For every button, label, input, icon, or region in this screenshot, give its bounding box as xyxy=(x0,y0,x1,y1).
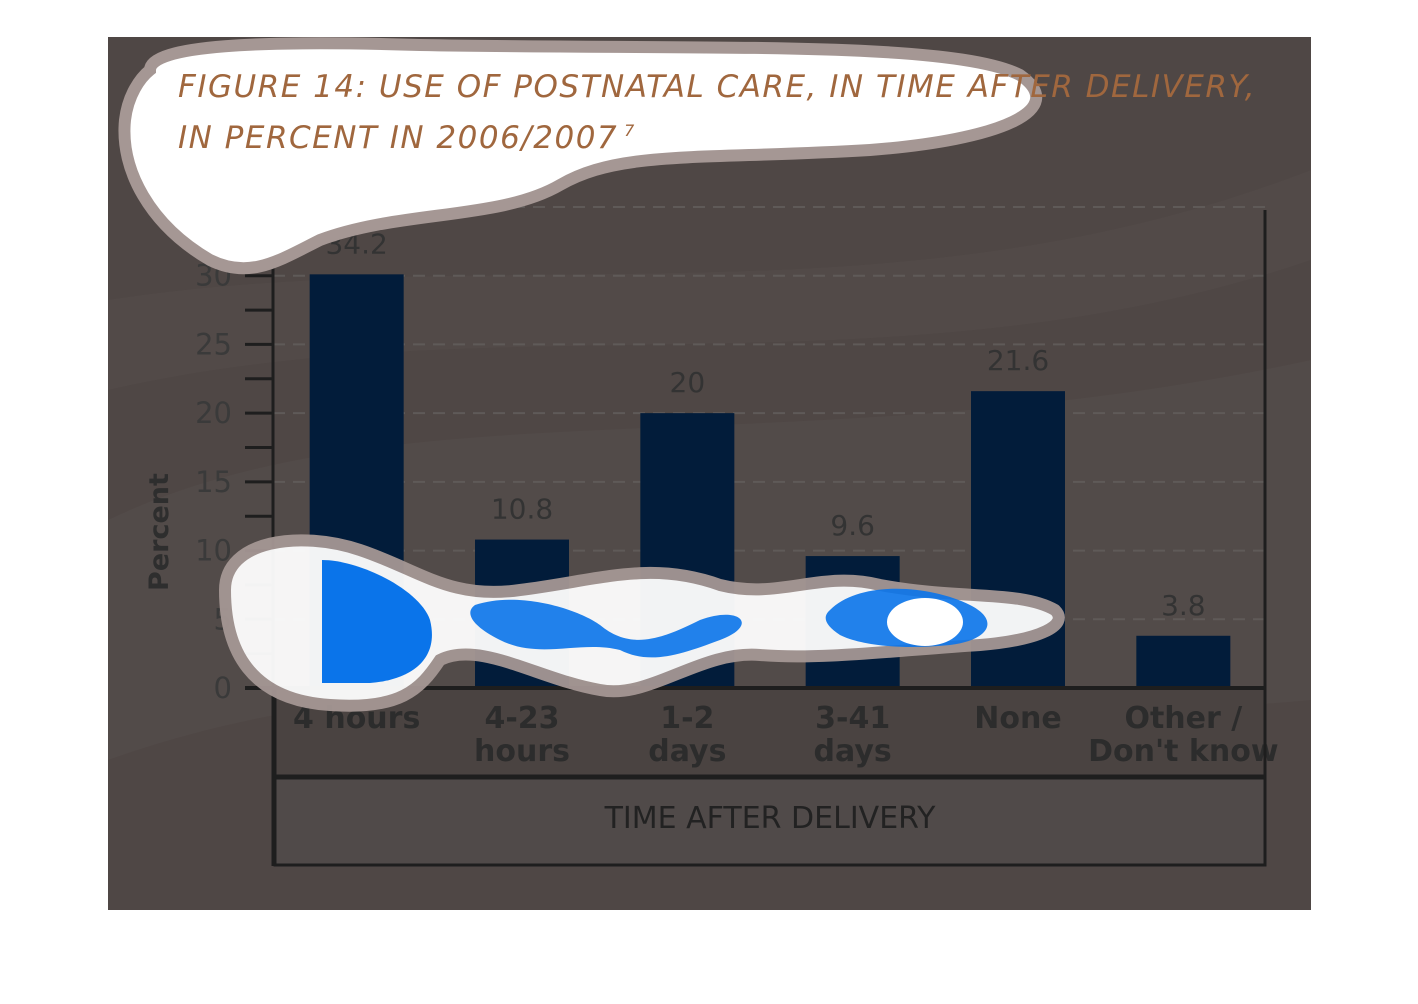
bars xyxy=(309,274,1231,688)
y-tick-label: 15 xyxy=(195,465,232,499)
x-category-label: 1-2 xyxy=(660,701,714,736)
x-axis-title: TIME AFTER DELIVERY xyxy=(604,801,936,836)
y-axis-title: Percent xyxy=(144,473,175,591)
bar-value-label: 10.8 xyxy=(491,493,553,526)
highlight-blob xyxy=(887,598,963,646)
y-tick-label: 0 xyxy=(214,671,232,705)
y-tick-label: 20 xyxy=(195,396,232,430)
x-category-label: Don't know xyxy=(1088,734,1278,769)
background-band xyxy=(108,170,1311,390)
chart-subtitle-text: IN PERCENT IN 2006/2007 xyxy=(178,120,618,156)
footnote-marker: 7 xyxy=(624,121,636,140)
x-category-label: Other / xyxy=(1124,701,1242,736)
chart-title: FIGURE 14: USE OF POSTNATAL CARE, IN TIM… xyxy=(178,69,1256,105)
highlight-blob xyxy=(218,534,1065,712)
y-tick-label: 10 xyxy=(195,534,232,568)
category-band xyxy=(273,686,1267,778)
x-category-label: days xyxy=(648,734,726,769)
x-category-label: hours xyxy=(474,734,570,769)
chart-subtitle: IN PERCENT IN 2006/2007 7 xyxy=(178,120,636,156)
highlight-blob xyxy=(470,599,742,658)
bar-value-label: 3.8 xyxy=(1161,589,1206,622)
bar-value-label: 21.6 xyxy=(987,344,1049,377)
x-category-label: days xyxy=(814,734,892,769)
x-category-label: 4-23 xyxy=(484,701,559,736)
bar-value-label: 9.6 xyxy=(830,509,875,542)
y-tick-label: 25 xyxy=(195,327,232,361)
x-category-label: 3-41 xyxy=(815,701,890,736)
footer-band xyxy=(273,776,1267,867)
bar xyxy=(1136,635,1231,688)
title-bubble xyxy=(118,37,1043,275)
x-category-label: None xyxy=(974,701,1061,736)
highlight-blob xyxy=(322,560,432,683)
bar-value-label: 20 xyxy=(670,366,706,399)
